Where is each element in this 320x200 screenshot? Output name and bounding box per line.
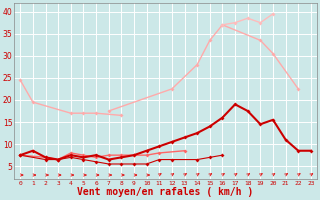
X-axis label: Vent moyen/en rafales ( km/h ): Vent moyen/en rafales ( km/h ) [77, 187, 254, 197]
